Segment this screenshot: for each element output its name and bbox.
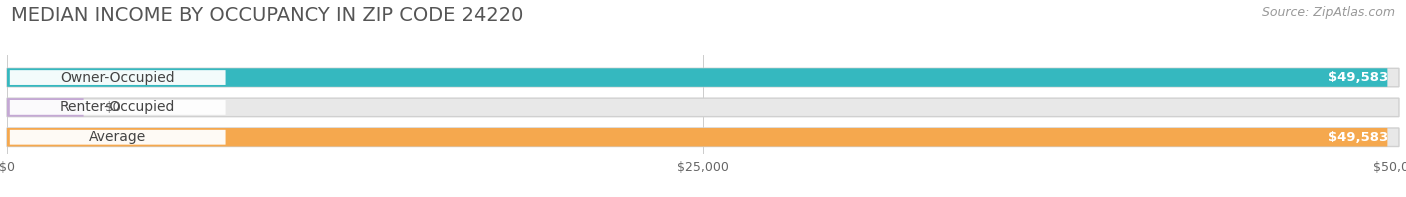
- FancyBboxPatch shape: [7, 68, 1388, 87]
- Text: Renter-Occupied: Renter-Occupied: [60, 100, 176, 114]
- Text: Average: Average: [89, 130, 146, 144]
- FancyBboxPatch shape: [7, 98, 83, 117]
- FancyBboxPatch shape: [7, 128, 1388, 147]
- FancyBboxPatch shape: [10, 100, 225, 115]
- FancyBboxPatch shape: [7, 68, 1399, 87]
- FancyBboxPatch shape: [10, 130, 225, 145]
- FancyBboxPatch shape: [7, 128, 1399, 147]
- Text: $49,583: $49,583: [1327, 71, 1388, 84]
- FancyBboxPatch shape: [7, 98, 1399, 117]
- Text: Source: ZipAtlas.com: Source: ZipAtlas.com: [1261, 6, 1395, 19]
- Text: $49,583: $49,583: [1327, 131, 1388, 144]
- FancyBboxPatch shape: [10, 70, 225, 85]
- Text: $0: $0: [104, 101, 121, 114]
- Text: Owner-Occupied: Owner-Occupied: [60, 71, 174, 85]
- Text: MEDIAN INCOME BY OCCUPANCY IN ZIP CODE 24220: MEDIAN INCOME BY OCCUPANCY IN ZIP CODE 2…: [11, 6, 523, 25]
